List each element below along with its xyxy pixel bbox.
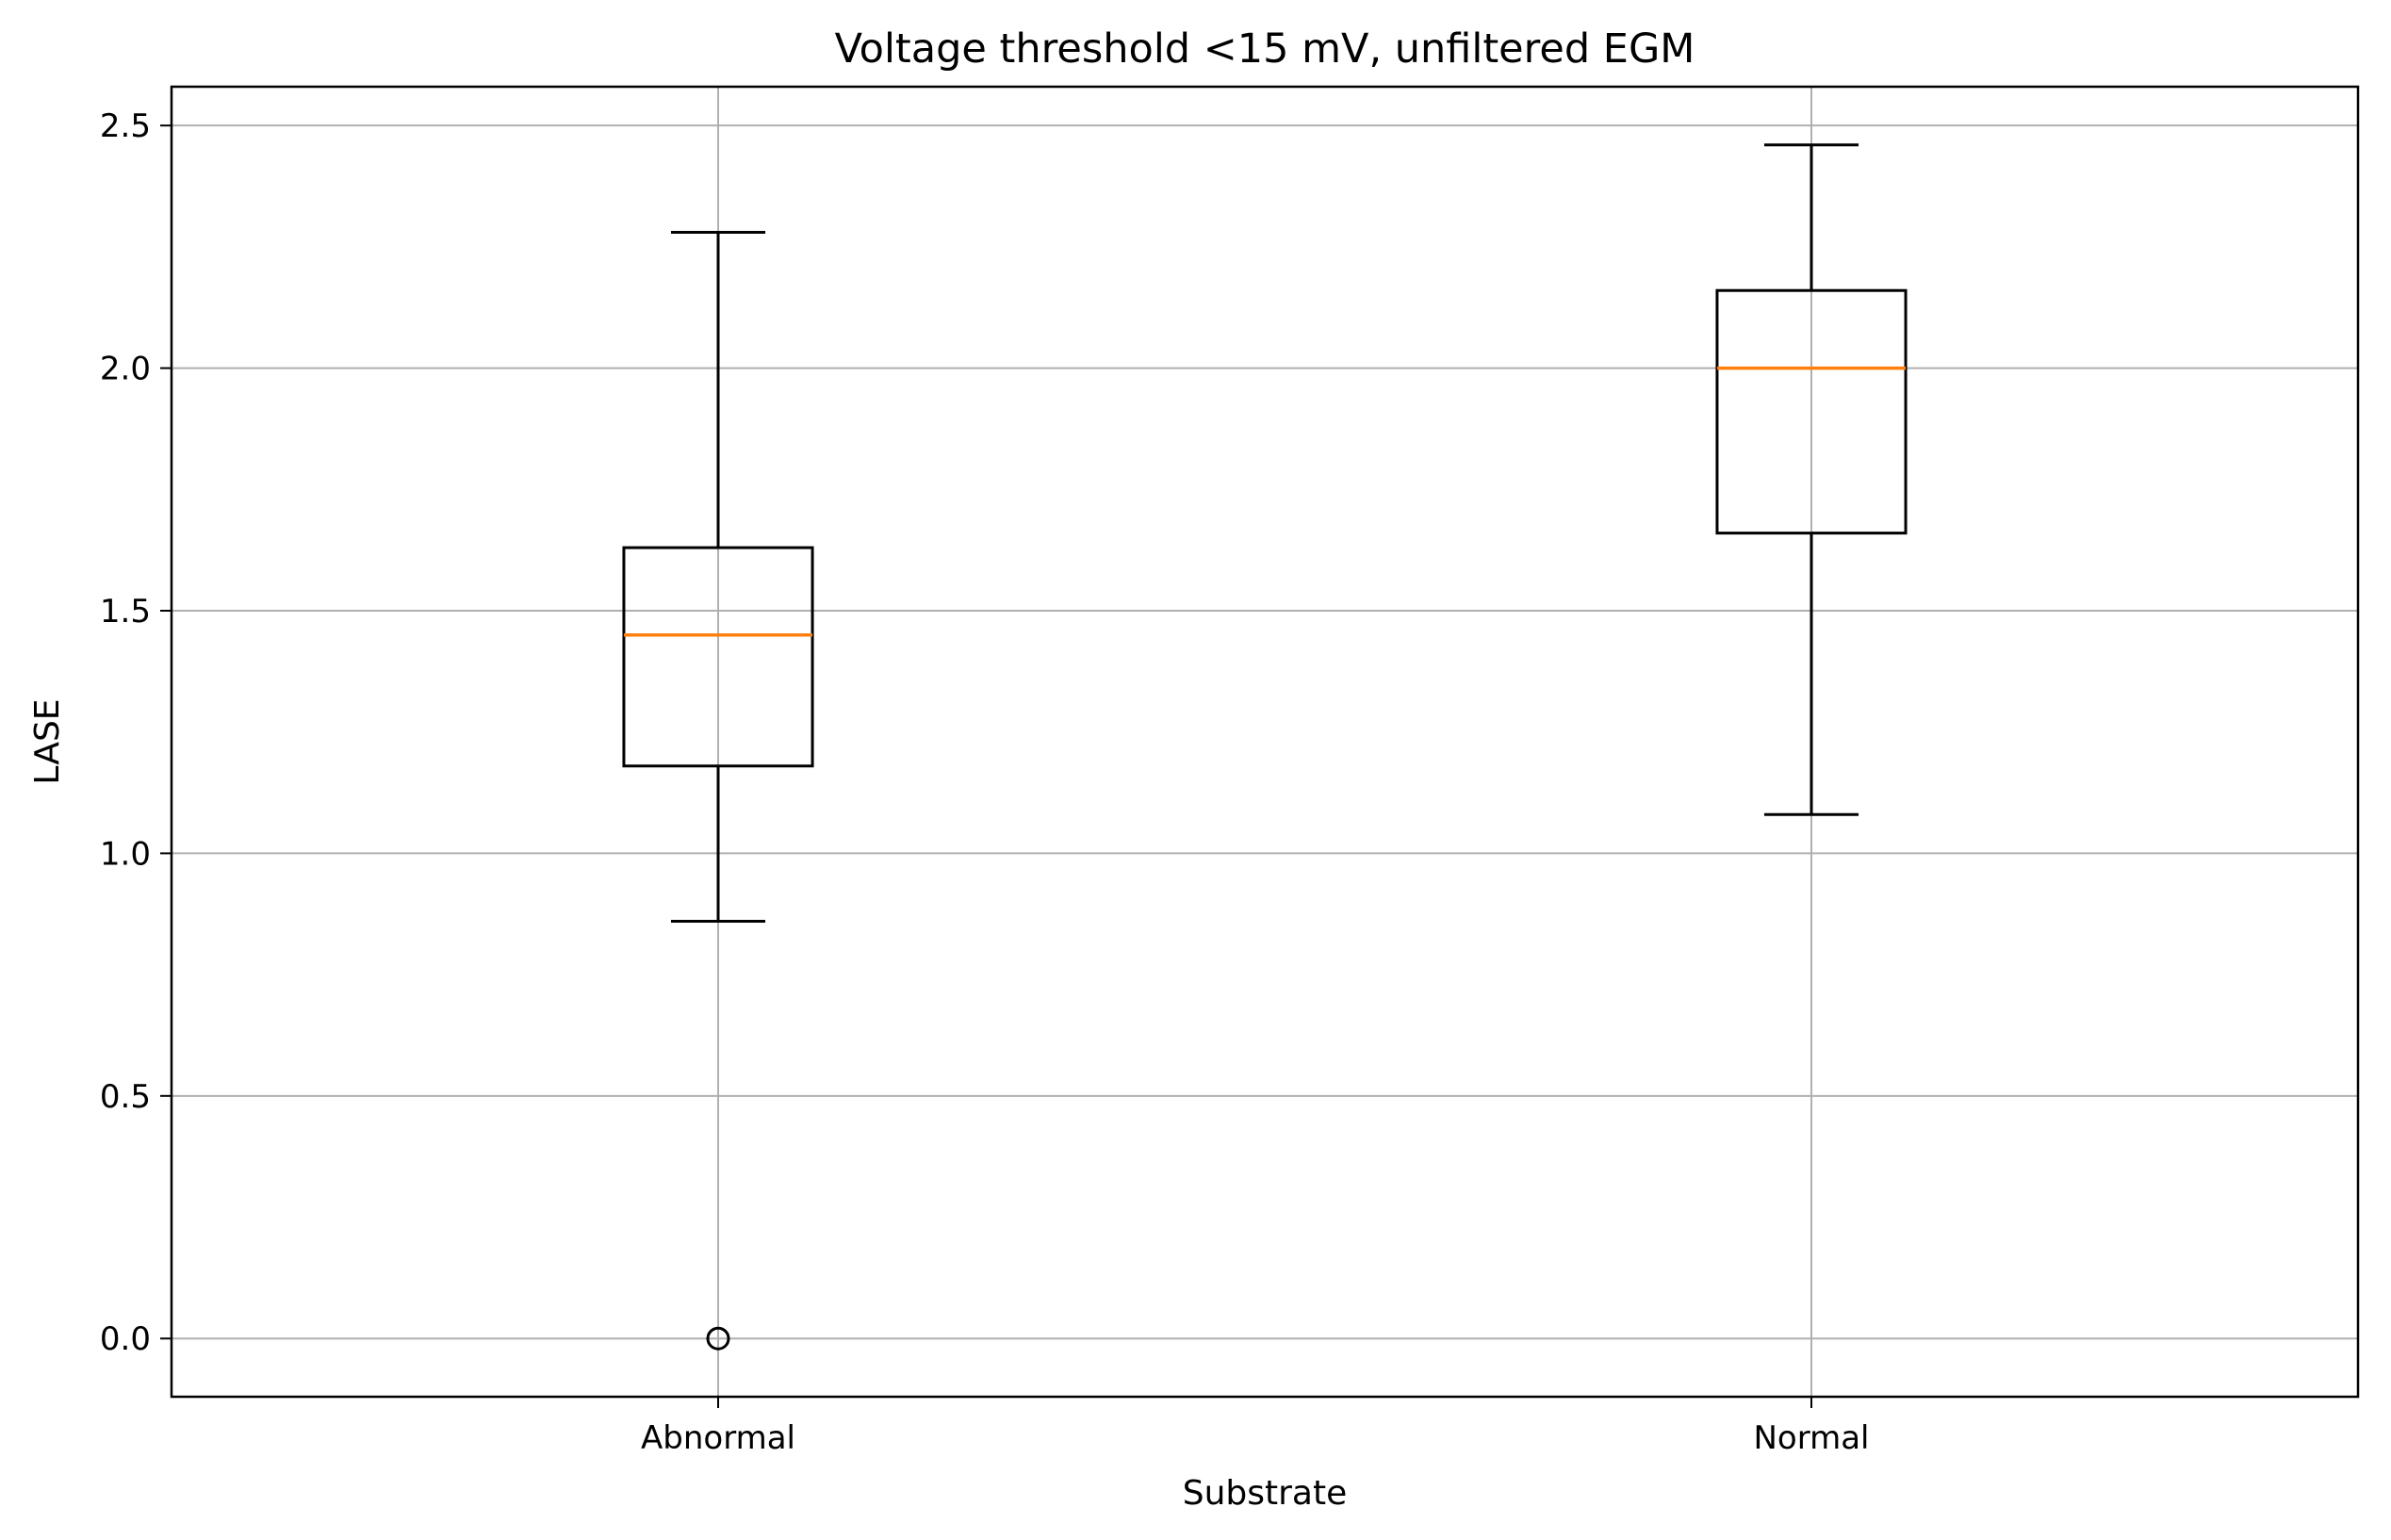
- axis-ticks: 0.0 0.5 1.0 1.5 2.0 2.5 Abnormal Normal: [100, 107, 1870, 1457]
- iqr-box: [622, 546, 814, 768]
- plot-frame: [170, 85, 2360, 1399]
- box-abnormal: [622, 230, 814, 1351]
- x-tick-label: Normal: [1753, 1419, 1869, 1457]
- x-tick-label: Abnormal: [641, 1419, 795, 1457]
- box-series: [622, 143, 1908, 1351]
- y-tick-label: 0.5: [100, 1078, 151, 1116]
- y-tick-label: 1.5: [100, 593, 151, 631]
- x-axis-label: Substrate: [1183, 1474, 1348, 1513]
- y-axis-label: LASE: [28, 698, 67, 784]
- y-tick-label: 2.5: [100, 107, 151, 145]
- outlier-point: [706, 1326, 730, 1351]
- y-tick-label: 1.0: [100, 835, 151, 873]
- chart-title: Voltage threshold <15 mV, unfiltered EGM: [835, 25, 1695, 73]
- iqr-box: [1715, 288, 1908, 535]
- y-tick-label: 2.0: [100, 351, 151, 388]
- box-normal: [1715, 143, 1908, 816]
- y-tick-label: 0.0: [100, 1320, 151, 1358]
